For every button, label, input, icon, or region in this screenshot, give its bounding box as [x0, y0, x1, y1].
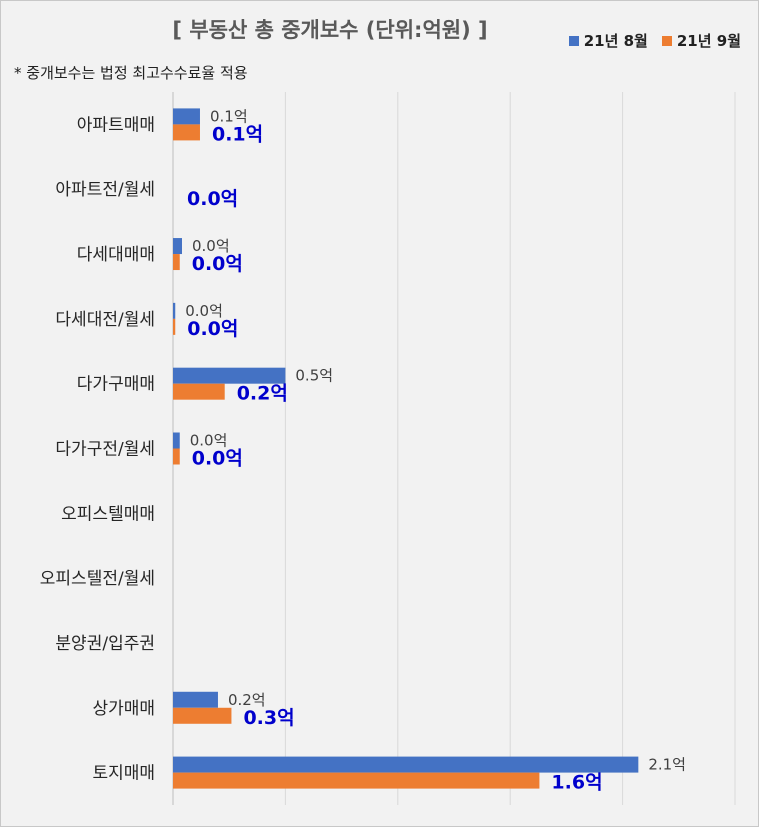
bar-sep [173, 124, 200, 141]
data-label-sep: 0.1억 [212, 123, 263, 145]
bar-aug [173, 367, 286, 384]
data-label-aug: 0.0억 [192, 237, 230, 255]
category-label: 토지매매 [92, 764, 155, 784]
bar-sep [173, 383, 225, 400]
legend-swatch-sep [661, 35, 672, 46]
bar-sep [173, 707, 232, 724]
data-label-sep: 0.0억 [192, 448, 243, 470]
bar-sep [173, 772, 540, 789]
chart-title: [ 부동산 총 중개보수 (단위:억원) ] [172, 18, 488, 42]
data-label-aug: 0.0억 [190, 432, 228, 450]
category-label: 아파트매매 [77, 115, 155, 135]
data-label-aug: 0.1억 [210, 107, 248, 125]
category-label: 다가구매매 [77, 375, 155, 395]
data-label-sep: 0.0억 [187, 188, 238, 210]
data-label-aug: 0.5억 [295, 367, 333, 385]
category-label: 다세대매매 [77, 245, 155, 265]
bar-aug [173, 756, 639, 773]
category-label: 아파트전/월세 [55, 180, 155, 200]
legend-label-aug: 21년 8월 [583, 32, 648, 50]
category-label: 다세대전/월세 [55, 310, 155, 330]
category-label: 오피스텔매매 [61, 504, 155, 524]
data-label-aug: 0.2억 [228, 691, 266, 709]
data-label-sep: 0.2억 [237, 383, 288, 405]
legend-item-sep: 21년 9월 [661, 30, 741, 51]
legend: 21년 8월 21년 9월 [568, 30, 741, 51]
bar-sep [173, 254, 180, 271]
category-label: 분양권/입주권 [55, 634, 155, 654]
data-label-sep: 0.3억 [243, 707, 294, 729]
bar-aug [173, 238, 182, 255]
category-label: 오피스텔전/월세 [40, 569, 155, 589]
bar-sep [173, 448, 180, 465]
data-label-sep: 0.0억 [192, 253, 243, 275]
data-label-sep: 1.6억 [551, 772, 602, 794]
legend-swatch-aug [568, 35, 579, 46]
data-label-sep: 0.0억 [187, 318, 238, 340]
bar-sep [173, 318, 176, 335]
bar-aug [173, 691, 218, 708]
data-label-aug: 2.1억 [648, 756, 686, 774]
bar-aug [173, 108, 200, 125]
data-label-aug: 0.0억 [185, 302, 223, 320]
legend-item-aug: 21년 8월 [568, 30, 648, 51]
bar-aug [173, 432, 180, 449]
chart-note: * 중개보수는 법정 최고수수료율 적용 [14, 64, 248, 82]
legend-label-sep: 21년 9월 [676, 32, 741, 50]
category-label: 상가매매 [92, 699, 155, 719]
category-label: 다가구전/월세 [55, 440, 155, 460]
bar-aug [173, 302, 176, 319]
